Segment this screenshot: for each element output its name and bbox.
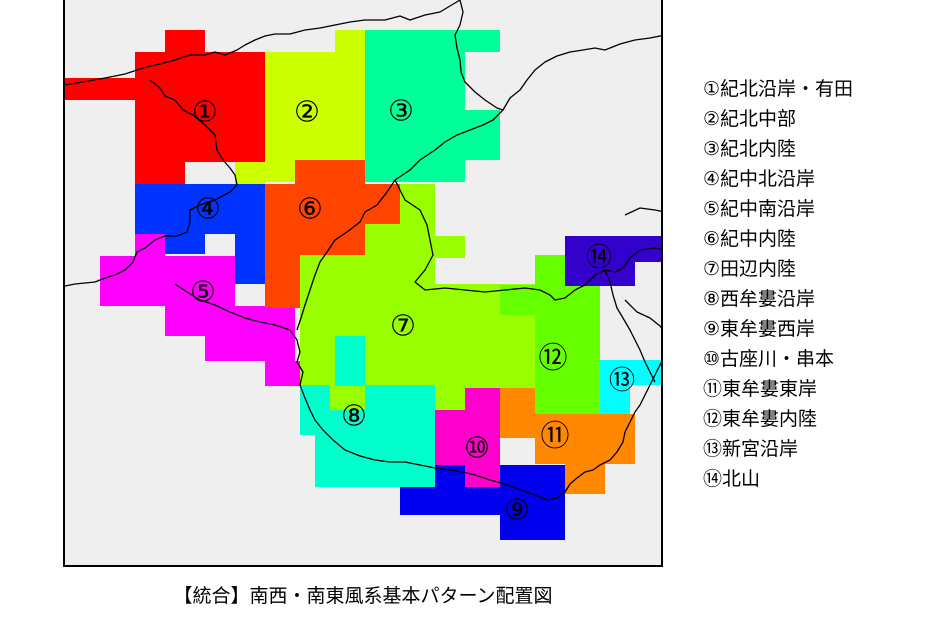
region-label-11: ⑪ [540,418,570,453]
region-label-8: ⑧ [341,398,367,433]
region-3-cell [465,30,500,52]
region-1-cell [135,100,165,162]
region-3-cell [365,30,465,182]
region-label-4: ④ [195,191,221,226]
region-label-6: ⑥ [297,191,323,226]
region-1-cell [165,30,205,52]
region-label-9: ⑨ [504,492,530,527]
region-2-cell [335,30,370,52]
legend-item: ⑧西牟婁沿岸 [703,288,816,310]
region-13-cell [600,385,630,415]
region-7-cell [435,236,465,258]
region-7-cell [300,335,330,385]
prefecture-border [296,179,396,331]
coastline [65,0,461,86]
region-9-cell [500,515,565,540]
region-11-cell [535,414,635,464]
region-6-cell [365,184,400,224]
legend: ①紀北沿岸・有田 ②紀北中部 ③紀北内陸 ④紀中北沿岸 ⑤紀中南沿岸 ⑥紀中内陸… [703,74,853,494]
region-5-cell [205,336,295,361]
region-label-14: ⑭ [585,243,613,273]
legend-item: ⑥紀中内陸 [703,228,797,250]
region-9-cell [400,487,565,515]
prefecture-border [624,207,661,216]
region-8-cell [365,385,435,410]
legend-item: ⑭北山 [703,468,761,490]
region-label-2: ② [294,94,320,129]
legend-item: ⑦田辺内陸 [703,258,797,280]
region-5-cell [265,361,300,386]
region-11-cell [500,388,535,438]
prefecture-border [604,269,656,383]
region-10-cell [465,388,500,410]
legend-item: ⑤紀中南沿岸 [703,198,816,220]
legend-item: ⑬新宮沿岸 [703,438,799,460]
legend-item: ⑪東牟婁東岸 [703,378,818,400]
region-5-cell [100,256,235,306]
region-10-cell [435,410,500,465]
region-label-3: ③ [388,93,414,128]
region-label-10: ⑩ [464,430,490,465]
region-label-1: ① [192,94,218,129]
prefecture-border [454,0,504,111]
coastline [65,79,238,287]
region-label-7: ⑦ [390,308,416,343]
region-5-cell [165,306,295,336]
region-8-cell [300,410,435,435]
prefecture-border [624,299,661,329]
region-7-cell [400,184,435,284]
map-caption: 【統合】南西・南東風系基本パターン配置図 [173,585,553,607]
region-2-cell [235,162,265,184]
region-4-cell [235,234,265,284]
region-14-cell [565,262,635,286]
region-label-5: ⑤ [190,274,216,309]
legend-item: ⑫東牟婁内陸 [703,408,818,430]
region-6-cell [295,160,365,184]
region-label-13: ⑬ [608,366,636,396]
region-1-cell [65,78,135,100]
region-9-cell [500,465,565,487]
legend-item: ①紀北沿岸・有田 [703,78,854,100]
region-4-cell [165,234,205,254]
region-12-cell [535,285,600,415]
prefecture-border [394,179,661,301]
region-1-cell [135,162,185,184]
region-4-cell [135,184,265,234]
legend-item: ⑨東牟婁西岸 [703,318,816,340]
prefecture-border [394,35,661,181]
map-frame: ① ② ③ ④ ⑥ ⑤ ⑦ ⑧ ⑫ ⑬ ⑭ ⑩ ⑪ ⑨ [63,0,663,567]
legend-item: ②紀北中部 [703,108,797,130]
region-label-12: ⑫ [538,340,568,375]
region-11-cell [565,464,605,494]
region-8-cell [315,435,435,487]
region-8-cell [335,336,365,386]
legend-item: ③紀北内陸 [703,138,797,160]
region-map [65,0,661,540]
legend-item: ④紀中北沿岸 [703,168,816,190]
coastline [174,283,661,501]
legend-item: ⑩古座川・串本 [703,348,835,370]
